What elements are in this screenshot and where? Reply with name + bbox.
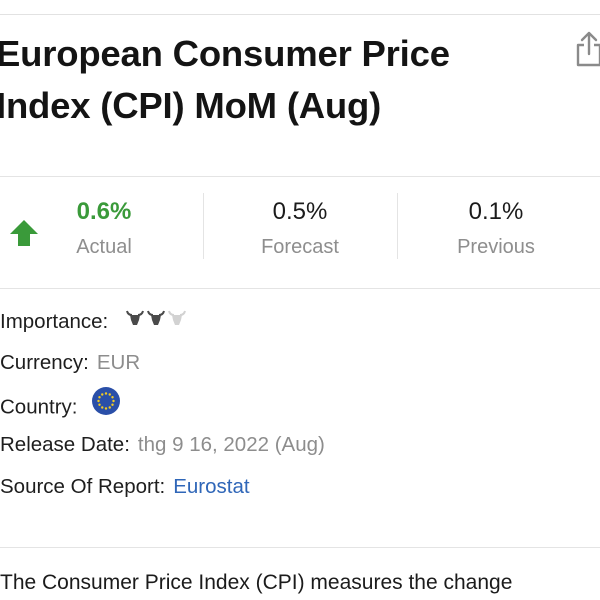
bull-icon [125, 310, 144, 325]
share-icon [576, 31, 600, 67]
stats-top-divider [0, 176, 600, 177]
stat-actual: 0.6% Actual [52, 198, 156, 260]
stat-previous: 0.1% Previous [436, 198, 556, 260]
bull-icon [167, 310, 186, 325]
eu-flag-icon [92, 387, 121, 423]
importance-rating [125, 306, 188, 334]
country-label: Country: [0, 395, 78, 419]
forecast-value: 0.5% [272, 198, 328, 225]
currency-value: EUR [96, 351, 141, 374]
top-divider [0, 14, 600, 15]
source-link[interactable]: Eurostat [173, 475, 250, 498]
stat-forecast: 0.5% Forecast [240, 198, 360, 260]
stat-divider [397, 193, 398, 259]
page-title: European Consumer Price Index (CPI) MoM … [0, 33, 450, 126]
arrow-up-icon [10, 220, 38, 246]
previous-value: 0.1% [468, 198, 524, 225]
stat-divider [203, 193, 204, 259]
actual-value: 0.6% [76, 198, 132, 225]
currency-row: Currency: EUR [0, 349, 140, 377]
details-bottom-divider [0, 547, 600, 548]
importance-row: Importance: [0, 308, 188, 337]
country-row: Country: [0, 387, 121, 426]
release-date-label: Release Date: [0, 433, 130, 456]
release-date-row: Release Date: thg 9 16, 2022 (Aug) [0, 431, 325, 459]
actual-label: Actual [76, 236, 132, 258]
release-date-value: thg 9 16, 2022 (Aug) [137, 433, 325, 456]
forecast-label: Forecast [261, 236, 339, 258]
stats-bottom-divider [0, 288, 600, 289]
currency-label: Currency: [0, 351, 89, 374]
importance-label: Importance: [0, 310, 109, 333]
source-row: Source Of Report: Eurostat [0, 473, 250, 501]
share-button[interactable] [574, 30, 600, 68]
previous-label: Previous [457, 236, 535, 258]
bull-icon [146, 310, 165, 325]
description-text: The Consumer Price Index (CPI) measures … [0, 571, 513, 594]
source-label: Source Of Report: [0, 475, 166, 498]
